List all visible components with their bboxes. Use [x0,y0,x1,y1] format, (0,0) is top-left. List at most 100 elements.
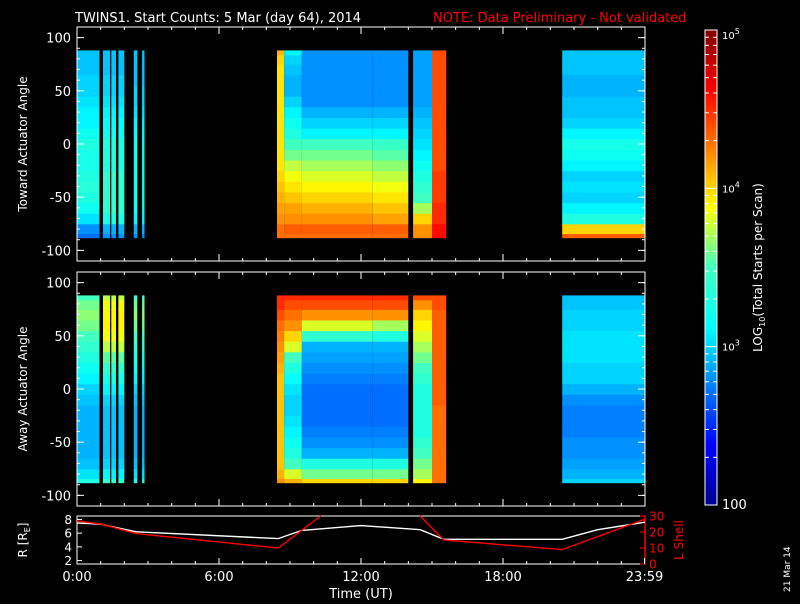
heatmap-cell [133,383,138,395]
heatmap-cell [111,373,116,385]
heatmap-cell [284,106,302,118]
heatmap-cell [284,299,302,310]
heatmap-cell [372,74,409,87]
heatmap-cell [301,74,373,87]
heatmap-cell [103,394,111,406]
heatmap-cell [301,138,373,150]
heatmap-cell [142,54,145,65]
heatmap-cell [284,295,302,301]
heatmap-cell [372,54,409,65]
heatmap-cell [284,191,302,204]
heatmap-cell [111,405,116,417]
heatmap-cell [118,351,125,363]
heatmap-cell [284,85,302,97]
heatmap-cell [277,128,285,140]
heatmap-cell [301,202,373,214]
heatmap-cell [413,85,432,97]
heatmap-cell [372,426,409,438]
heatmap-cell [301,415,373,427]
heatmap-cell [432,458,447,470]
heatmap-cell [562,383,645,395]
heatmap-cell [111,213,116,225]
heatmap-cell [77,330,100,342]
heatmap-cell [372,96,409,108]
heatmap-cell [284,436,302,449]
heatmap-cell [118,74,125,87]
heatmap-cell [562,373,645,385]
heatmap-cell [432,54,447,65]
heatmap-cell [562,213,645,225]
y-tick-label: 100 [46,32,71,47]
heatmap-cell [133,149,138,161]
heatmap-cell [277,447,285,459]
heatmap-cell [277,170,285,182]
heatmap-cell [562,295,645,301]
heatmap-cell [372,299,409,310]
heatmap-cell [103,436,111,449]
heatmap-cell [432,106,447,118]
heatmap-cell [413,181,432,193]
heatmap-cell [372,436,409,449]
left-axis-label: R [RE] [16,523,32,558]
heatmap-cell [432,96,447,108]
left-axis-label-main: R [R [16,532,30,557]
colorbar-tick-label: 105 [722,27,740,42]
heatmap-cell [118,233,125,239]
heatmap-cell [301,295,373,301]
heatmap-cell [413,458,432,470]
heatmap-cell [142,74,145,87]
heatmap-cell [301,170,373,182]
heatmap-cell [284,213,302,225]
heatmap-cell [111,202,116,214]
heatmap-cell [372,85,409,97]
heatmap-cell [432,117,447,129]
heatmap-cell [372,362,409,374]
heatmap-cell [142,383,145,395]
heatmap-cell [432,170,447,182]
heatmap-cell [103,426,111,438]
heatmap-cell [133,351,138,363]
heatmap-cell [118,373,125,385]
heatmap-cell [562,436,645,449]
heatmap-cell [284,64,302,76]
heatmap-cell [118,54,125,65]
heatmap-cell [77,96,100,108]
heatmap-cell [413,170,432,182]
heatmap-cell [413,128,432,140]
heatmap-cell [133,447,138,459]
heatmap-cell [372,128,409,140]
heatmap-cell [284,223,302,234]
heatmap-cell [118,202,125,214]
heatmap-cell [562,468,645,479]
heatmap-cell [142,106,145,118]
heatmap-cell [133,213,138,225]
heatmap-cell [111,309,116,321]
heatmap-cell [413,478,432,484]
heatmap-cell [133,341,138,353]
heatmap-cell [133,319,138,332]
heatmap-cell [142,149,145,161]
heatmap-cell [301,149,373,161]
heatmap-cell [142,202,145,214]
heatmap-cell [118,160,125,172]
heatmap-cell [142,394,145,406]
heatmap-cell [432,233,447,239]
heatmap-cell [111,64,116,76]
heatmap-cell [301,64,373,76]
heatmap-cell [77,299,100,310]
heatmap-cell [118,149,125,161]
heatmap-cell [284,362,302,374]
heatmap-cell [277,202,285,214]
heatmap-cell [103,170,111,182]
heatmap-cell [301,85,373,97]
heatmap-cell [432,330,447,342]
heatmap-cell [284,160,302,172]
heatmap-cell [111,415,116,427]
heatmap-cell [562,106,645,118]
heatmap-cell [413,299,432,310]
heatmap-cell [413,373,432,385]
heatmap-cell [103,149,111,161]
heatmap-cell [77,415,100,427]
heatmap-cell [103,383,111,395]
heatmap-cell [111,223,116,234]
